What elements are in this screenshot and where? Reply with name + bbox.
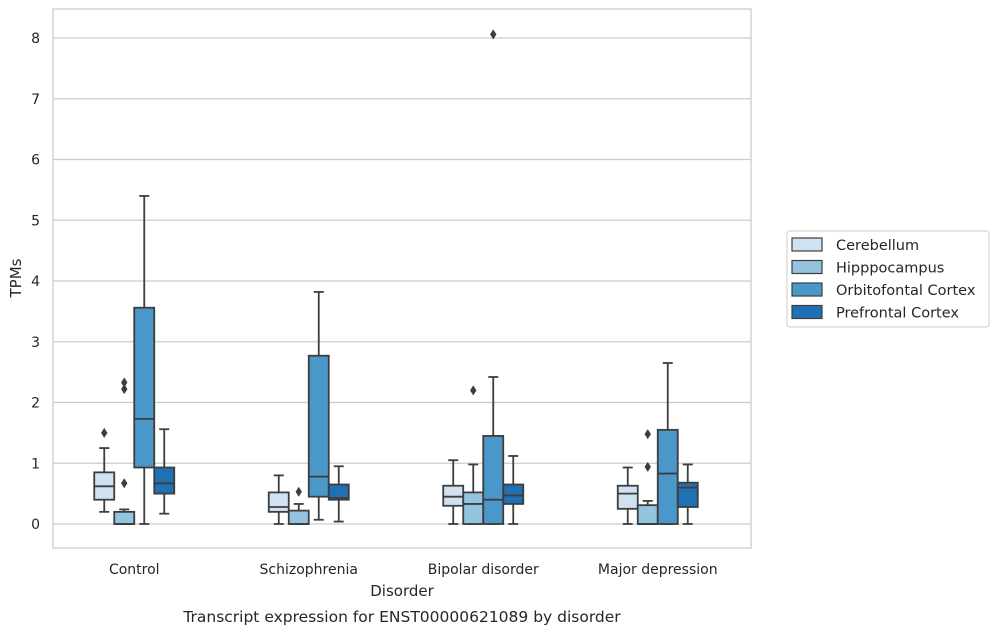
box-iqr bbox=[307, 354, 330, 498]
x-axis-title: Disorder bbox=[370, 582, 434, 600]
box-iqr bbox=[153, 466, 176, 495]
box-iqr bbox=[616, 484, 639, 510]
legend-frame bbox=[786, 230, 990, 328]
box-prefrontal-cortex bbox=[327, 465, 350, 523]
box-groups bbox=[93, 29, 699, 525]
outlier-point bbox=[470, 385, 477, 396]
legend: Cerebellum Hipppocampus Orbitofontal Corte… bbox=[786, 230, 990, 328]
y-gridlines bbox=[53, 37, 751, 525]
box-iqr bbox=[636, 504, 659, 525]
y-tick-label: 1 bbox=[31, 456, 40, 472]
box-iqr bbox=[656, 428, 679, 525]
box-hipppocampus bbox=[636, 429, 659, 525]
outlier-point bbox=[121, 478, 128, 489]
legend-label: Hipppocampus bbox=[836, 261, 944, 277]
box-iqr bbox=[676, 481, 699, 508]
x-tick-label: Major depression bbox=[598, 562, 718, 578]
chart-caption: Transcript expression for ENST0000062108… bbox=[182, 608, 621, 626]
plot-frame bbox=[52, 8, 752, 549]
box-orbitofontal-cortex bbox=[307, 291, 330, 521]
box-cerebellum bbox=[442, 459, 465, 525]
box-iqr bbox=[462, 491, 485, 525]
x-tick-label: Schizophrenia bbox=[260, 562, 358, 578]
y-tick-label: 7 bbox=[31, 92, 40, 108]
legend-swatch bbox=[791, 259, 823, 275]
box-iqr bbox=[113, 510, 136, 525]
box-iqr bbox=[502, 483, 525, 505]
legend-label: Prefrontal Cortex bbox=[836, 306, 959, 322]
box-prefrontal-cortex bbox=[502, 455, 525, 525]
box-hipppocampus bbox=[113, 377, 136, 525]
outlier-point bbox=[121, 384, 128, 395]
box-orbitofontal-cortex bbox=[656, 362, 679, 525]
y-tick-label: 3 bbox=[31, 335, 40, 351]
legend-label: Cerebellum bbox=[836, 238, 919, 254]
y-tick-label: 6 bbox=[31, 153, 40, 169]
box-cerebellum bbox=[616, 466, 639, 525]
box-prefrontal-cortex bbox=[676, 463, 699, 525]
legend-swatch bbox=[791, 304, 823, 320]
outlier-point bbox=[644, 461, 651, 472]
outlier-point bbox=[101, 427, 108, 438]
x-tick-label: Bipolar disorder bbox=[428, 562, 539, 578]
x-tick-labels: Control Schizophrenia Bipolar disorder Majo… bbox=[109, 562, 718, 578]
legend-swatch bbox=[791, 237, 823, 252]
legend-label: Orbitofontal Cortex bbox=[836, 283, 976, 299]
outlier-point bbox=[295, 486, 302, 497]
outlier-point bbox=[490, 29, 497, 40]
box-hipppocampus bbox=[462, 385, 485, 525]
legend-swatch bbox=[791, 282, 823, 297]
y-tick-label: 4 bbox=[31, 274, 40, 290]
box-iqr bbox=[327, 483, 350, 501]
box-hipppocampus bbox=[287, 486, 310, 525]
y-tick-label: 0 bbox=[31, 517, 40, 533]
y-axis-title: TPMs bbox=[7, 258, 25, 298]
box-iqr bbox=[482, 435, 505, 525]
box-orbitofontal-cortex bbox=[482, 29, 505, 525]
outlier-point bbox=[644, 429, 651, 440]
box-cerebellum bbox=[93, 427, 116, 513]
box-orbitofontal-cortex bbox=[133, 195, 156, 525]
box-prefrontal-cortex bbox=[153, 428, 176, 515]
box-iqr bbox=[442, 484, 465, 507]
outlier-point bbox=[121, 377, 128, 388]
y-tick-labels: 0 1 2 3 4 5 6 7 8 bbox=[31, 31, 40, 533]
y-tick-label: 2 bbox=[31, 396, 40, 412]
y-tick-label: 8 bbox=[31, 31, 40, 47]
y-tick-label: 5 bbox=[31, 213, 40, 229]
x-tick-label: Control bbox=[109, 562, 160, 578]
box-iqr bbox=[267, 491, 290, 513]
box-iqr bbox=[287, 509, 310, 525]
box-cerebellum bbox=[267, 474, 290, 525]
box-iqr bbox=[133, 306, 156, 469]
